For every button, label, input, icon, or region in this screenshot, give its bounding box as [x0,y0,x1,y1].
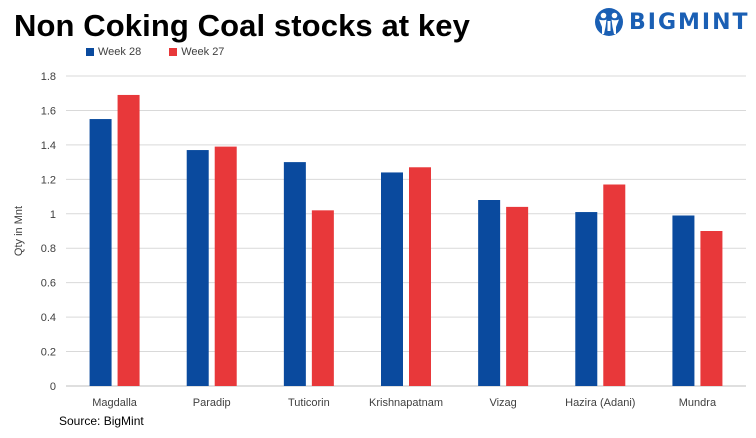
gridlines [66,75,746,387]
bars [89,94,723,387]
x-tick-label: Mundra [679,397,717,409]
bar-week-28-mundra [672,215,695,386]
y-tick-label: 0.4 [41,312,56,324]
y-tick-label: 1 [50,209,56,221]
y-axis-ticks: 0 0.2 0.4 0.6 0.8 1 1.2 1.4 1.6 1.8 [41,71,56,393]
y-axis-label: Qty in Mnt [13,206,25,256]
legend-swatch-week-28 [86,48,94,56]
x-axis-ticks: Magdalla Paradip Tuticorin Krishnapatnam Viz… [92,397,717,409]
bar-week-27-mundra [700,231,723,386]
bar-week-27-vizag [506,206,529,386]
legend-item-week-28: Week 28 [86,46,141,58]
y-tick-label: 0.2 [41,347,56,359]
bar-week-28-magdalla [89,119,112,387]
y-tick-label: 0.8 [41,243,56,255]
bar-week-27-magdalla [117,94,140,386]
bigmint-logo: BIGMINT [594,7,750,37]
legend-item-week-27: Week 27 [169,46,224,58]
x-tick-label: Magdalla [92,397,138,409]
bar-week-28-paradip [186,150,209,386]
y-tick-label: 1.8 [41,71,56,83]
logo-text: BIGMINT [629,9,750,35]
y-tick-label: 0.6 [41,278,56,290]
x-tick-label: Vizag [489,397,516,409]
x-tick-label: Hazira (Adani) [565,397,635,409]
x-tick-label: Paradip [193,397,231,409]
legend-label-week-27: Week 27 [181,46,225,58]
bar-week-27-krishnapatnam [409,167,431,386]
people-logo-icon [595,8,623,36]
y-tick-label: 1.4 [41,140,56,152]
bar-week-28-krishnapatnam [381,172,403,386]
bar-week-28-vizag [478,200,501,386]
bar-week-27-paradip [214,146,237,386]
y-tick-label: 1.2 [41,174,56,186]
chart-title: Non Coking Coal stocks at key [14,8,470,43]
x-tick-label: Krishnapatnam [369,397,443,409]
bar-week-27-tuticorin [311,210,334,386]
x-tick-label: Tuticorin [288,397,330,409]
chart-legend: Week 28 Week 27 [86,46,252,58]
bar-week-28-hazira-adani [575,212,598,386]
source-note: Source: BigMint [59,414,144,428]
legend-label-week-28: Week 28 [98,46,142,58]
bar-week-27-hazira-adani [603,184,626,386]
legend-swatch-week-27 [169,48,178,56]
y-tick-label: 0 [50,381,56,393]
y-tick-label: 1.6 [41,105,56,117]
bar-week-28-tuticorin [283,162,306,386]
